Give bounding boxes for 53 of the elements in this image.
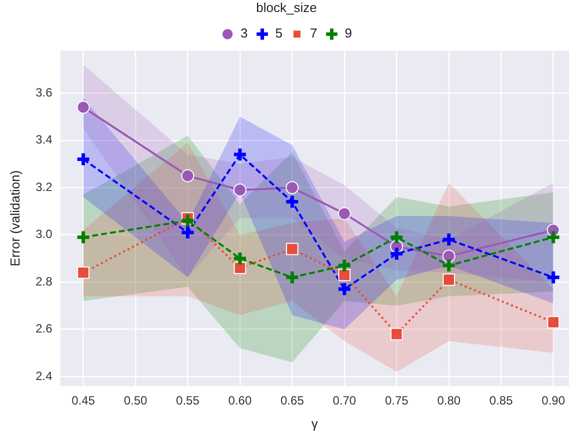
point: [286, 181, 299, 194]
point: [233, 183, 246, 196]
y-tick-label: 3.6: [36, 85, 53, 100]
x-tick-label: 0.65: [280, 394, 304, 408]
point: [390, 328, 403, 340]
point: [232, 250, 248, 266]
x-tick-label: 0.60: [228, 394, 252, 408]
point: [232, 146, 248, 162]
point: [338, 207, 351, 220]
y-tick-label: 3.2: [36, 180, 53, 194]
point: [180, 212, 196, 228]
legend-title: block_size: [256, 0, 317, 16]
point: [442, 274, 456, 286]
point: [77, 266, 90, 279]
point: [76, 100, 90, 114]
legend-label: 5: [275, 26, 283, 41]
x-tick-label: 0.50: [124, 394, 148, 408]
point: [336, 258, 352, 274]
point: [234, 262, 246, 274]
legend-label: 3: [240, 26, 248, 41]
x-axis-title: γ: [311, 416, 318, 431]
y-tick-label: 2.8: [36, 274, 53, 288]
y-tick-label: 3.0: [36, 227, 53, 242]
point: [286, 242, 298, 256]
point: [180, 224, 196, 240]
x-tick-label: 0.55: [176, 394, 200, 408]
point: [76, 152, 92, 167]
point: [338, 268, 351, 282]
point: [388, 229, 404, 245]
x-tick-label: 0.90: [542, 394, 566, 408]
point: [284, 270, 300, 286]
x-tick-label: 0.80: [437, 394, 461, 408]
x-tick-label: 0.70: [332, 394, 356, 408]
point: [442, 250, 456, 263]
x-tick-label: 0.85: [489, 394, 514, 408]
legend-label: 9: [344, 26, 352, 41]
y-axis-title: Error (validation): [7, 170, 22, 266]
y-tick-label: 2.6: [36, 322, 53, 336]
point: [388, 246, 404, 262]
y-tick-label: 2.4: [36, 368, 53, 383]
point: [181, 169, 194, 182]
point: [336, 281, 352, 297]
point: [546, 229, 562, 245]
point: [547, 316, 560, 328]
y-tick-label: 3.4: [36, 132, 53, 147]
x-tick-label: 0.45: [72, 394, 96, 408]
point: [76, 229, 92, 245]
point: [284, 194, 300, 210]
point: [546, 270, 562, 286]
point: [441, 232, 457, 248]
legend-label: 7: [310, 26, 318, 41]
point: [441, 258, 457, 274]
x-tick-label: 0.75: [384, 394, 409, 408]
